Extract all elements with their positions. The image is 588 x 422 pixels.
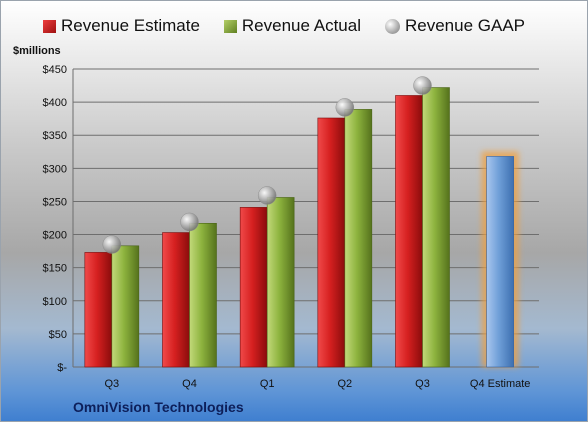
legend-item-actual: Revenue Actual [223, 16, 361, 36]
x-tick-label: Q4 Estimate [470, 378, 531, 390]
y-tick-label: $400 [43, 97, 67, 109]
y-tick-label: $300 [43, 163, 67, 175]
y-tick-label: $150 [43, 263, 67, 275]
y-tick-label: $350 [43, 130, 67, 142]
legend: Revenue Estimate Revenue Actual Revenue … [43, 16, 549, 36]
point-revenue-gaap [102, 235, 122, 254]
y-tick-label: $- [57, 362, 67, 374]
bar-revenue-estimate [395, 95, 423, 368]
y-axis-unit-label: $millions [13, 45, 61, 57]
x-tick-label: Q4 [182, 378, 197, 390]
legend-label-estimate: Revenue Estimate [61, 16, 200, 35]
legend-swatch-estimate [43, 19, 56, 33]
bar-revenue-forecast [486, 156, 514, 368]
point-revenue-gaap [413, 76, 432, 95]
legend-swatch-gaap [385, 18, 400, 34]
bar-revenue-actual [111, 245, 140, 368]
legend-item-gaap: Revenue GAAP [385, 16, 525, 36]
y-tick-label: $200 [43, 230, 67, 242]
legend-swatch-actual [223, 19, 237, 33]
legend-item-estimate: Revenue Estimate [43, 16, 200, 36]
x-tick-label: Q2 [337, 378, 352, 390]
bar-revenue-actual [422, 87, 450, 368]
y-tick-label: $100 [43, 296, 67, 308]
bar-revenue-estimate [317, 117, 346, 368]
x-tick-label: Q3 [415, 378, 430, 390]
bar-revenue-estimate [84, 252, 113, 368]
legend-label-actual: Revenue Actual [241, 16, 361, 35]
point-revenue-gaap [180, 212, 199, 232]
point-revenue-gaap [257, 186, 277, 205]
bar-revenue-actual [189, 222, 217, 368]
x-tick-label: Q1 [260, 378, 275, 390]
point-revenue-gaap [335, 98, 355, 117]
y-tick-label: $450 [43, 64, 67, 76]
y-tick-label: $250 [43, 196, 67, 208]
bar-revenue-actual [266, 197, 295, 368]
company-name: OmniVision Technologies [73, 399, 244, 415]
legend-label-gaap: Revenue GAAP [405, 16, 526, 35]
bar-revenue-estimate [239, 207, 268, 368]
bar-revenue-estimate [162, 232, 190, 368]
bar-revenue-actual [344, 109, 373, 368]
y-tick-label: $50 [49, 329, 67, 341]
x-tick-label: Q3 [104, 378, 119, 390]
